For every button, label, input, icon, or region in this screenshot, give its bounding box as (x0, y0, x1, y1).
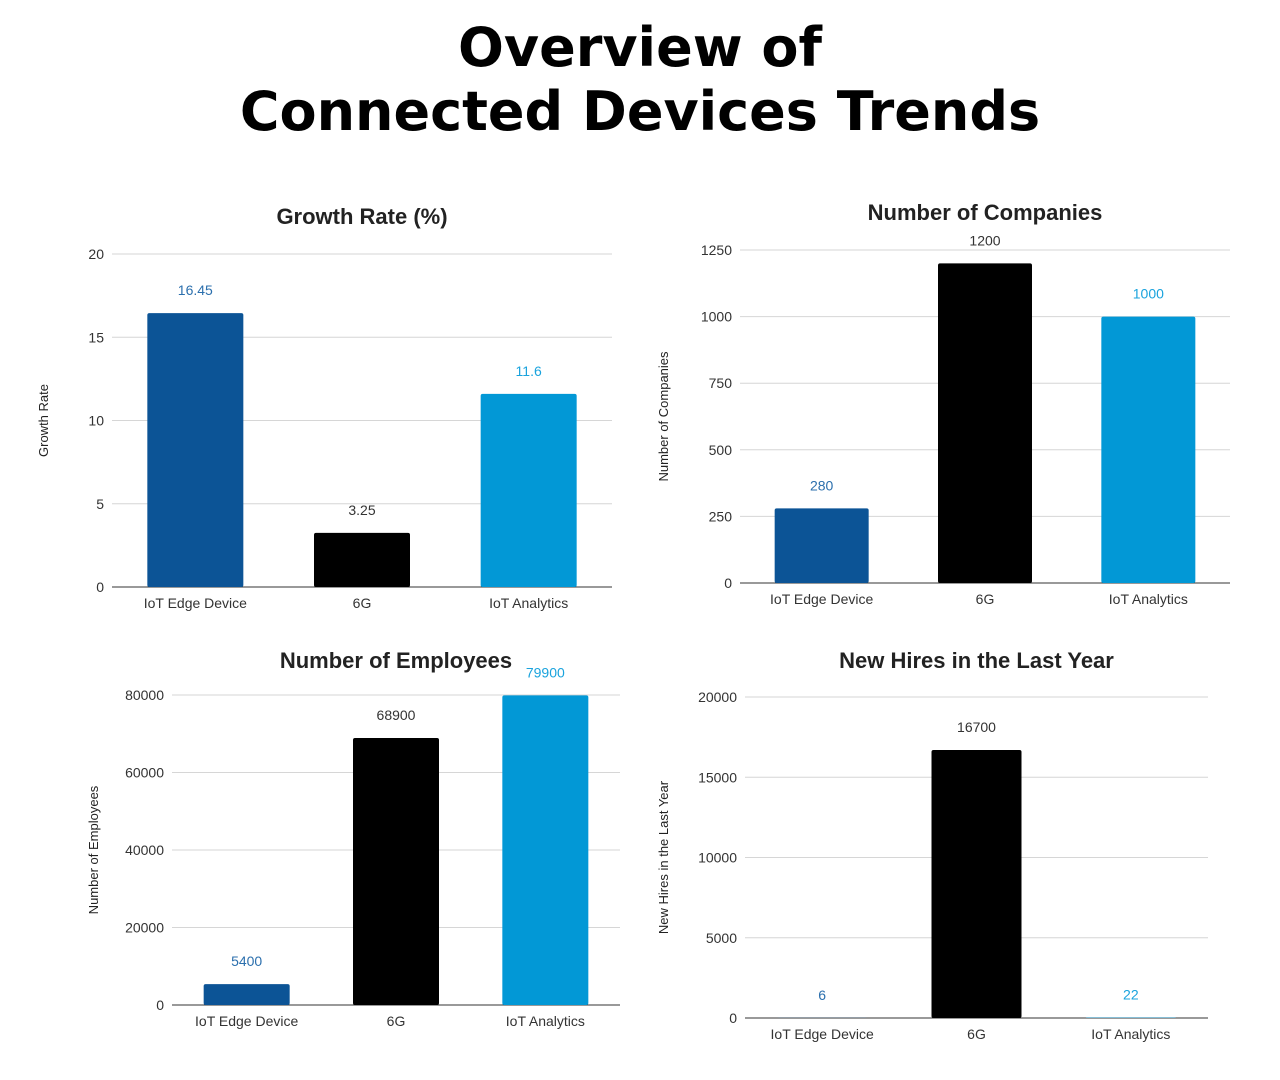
companies-y-tick-label: 750 (709, 375, 733, 391)
new-hires-data-label-1: 6 (818, 987, 826, 1003)
growth-rate-category-label: IoT Edge Device (144, 595, 247, 611)
employees-category-label: IoT Analytics (506, 1013, 585, 1029)
new-hires-y-tick-label: 5000 (706, 930, 737, 946)
employees-bar-1 (203, 984, 290, 1005)
number-of-employees-chart: Number of Employees 0 20000 40000 60000 80000… (86, 648, 620, 1029)
companies-bar-1 (774, 508, 869, 583)
new-hires-category-label: IoT Edge Device (771, 1026, 874, 1042)
companies-category-label: IoT Analytics (1109, 591, 1188, 607)
new-hires-y-tick-label: 0 (729, 1010, 737, 1026)
companies-data-label-3: 1000 (1133, 286, 1164, 302)
growth-rate-y-tick-label: 10 (88, 413, 104, 429)
employees-y-tick-label: 60000 (125, 765, 164, 781)
main-title-line-1: Overview of (458, 16, 822, 79)
companies-y-tick-label: 1250 (701, 242, 732, 258)
companies-bar-2 (938, 263, 1032, 583)
employees-data-label-3: 79900 (526, 664, 565, 680)
growth-rate-chart-title: Growth Rate (%) (276, 204, 447, 229)
main-title-line-2: Connected Devices Trends (239, 80, 1041, 143)
employees-data-label-1: 5400 (231, 953, 262, 969)
employees-y-tick-label: 0 (156, 997, 164, 1013)
companies-y-tick-label: 250 (709, 508, 733, 524)
growth-rate-y-tick-label: 20 (88, 246, 104, 262)
growth-rate-y-axis-label: Growth Rate (36, 384, 51, 457)
growth-rate-bar-3 (480, 393, 577, 587)
new-hires-y-tick-label: 10000 (698, 850, 737, 866)
employees-data-label-2: 68900 (377, 707, 416, 723)
growth-rate-bar-2 (314, 532, 410, 587)
companies-chart-title: Number of Companies (868, 200, 1103, 225)
growth-rate-y-tick-label: 15 (88, 329, 104, 345)
employees-y-tick-label: 20000 (125, 920, 164, 936)
companies-y-tick-label: 500 (709, 442, 733, 458)
growth-rate-data-label-3: 11.6 (516, 363, 542, 379)
new-hires-bar-2 (931, 749, 1022, 1018)
companies-data-label-2: 1200 (969, 232, 1000, 248)
new-hires-chart-title: New Hires in the Last Year (839, 648, 1114, 673)
companies-bar-3 (1101, 316, 1196, 583)
companies-data-label-1: 280 (810, 477, 834, 493)
companies-category-label: IoT Edge Device (770, 591, 873, 607)
employees-y-tick-label: 80000 (125, 687, 164, 703)
main-title: Overview of Connected Devices Trends (0, 16, 1280, 144)
employees-bar-2 (353, 738, 439, 1005)
employees-bar-3 (502, 695, 589, 1005)
growth-rate-category-label: IoT Analytics (489, 595, 568, 611)
companies-y-tick-label: 0 (724, 575, 732, 591)
growth-rate-y-tick-label: 0 (96, 579, 104, 595)
companies-category-label: 6G (976, 591, 995, 607)
companies-y-tick-label: 1000 (701, 309, 732, 325)
growth-rate-bar-1 (147, 313, 244, 587)
companies-y-axis-label: Number of Companies (656, 351, 671, 482)
employees-category-label: IoT Edge Device (195, 1013, 298, 1029)
new-hires-y-tick-label: 20000 (698, 689, 737, 705)
growth-rate-chart: Growth Rate (%) 0 5 10 15 20 Growth Rate 16.45 I… (36, 204, 612, 611)
new-hires-category-label: IoT Analytics (1091, 1026, 1170, 1042)
employees-y-tick-label: 40000 (125, 842, 164, 858)
new-hires-chart: New Hires in the Last Year 0 5000 10000 1500… (656, 648, 1208, 1042)
new-hires-category-label: 6G (967, 1026, 986, 1042)
new-hires-data-label-3: 22 (1123, 987, 1139, 1003)
employees-chart-title: Number of Employees (280, 648, 512, 673)
growth-rate-data-label-2: 3.25 (348, 502, 375, 518)
employees-y-axis-label: Number of Employees (86, 785, 101, 914)
new-hires-data-label-2: 16700 (957, 719, 996, 735)
growth-rate-data-label-1: 16.45 (178, 282, 213, 298)
employees-category-label: 6G (387, 1013, 406, 1029)
new-hires-y-tick-label: 15000 (698, 769, 737, 785)
growth-rate-category-label: 6G (353, 595, 372, 611)
number-of-companies-chart: Number of Companies 0 250 500 750 1000 1250 Num… (656, 200, 1230, 607)
growth-rate-y-tick-label: 5 (96, 496, 104, 512)
new-hires-y-axis-label: New Hires in the Last Year (656, 780, 671, 934)
